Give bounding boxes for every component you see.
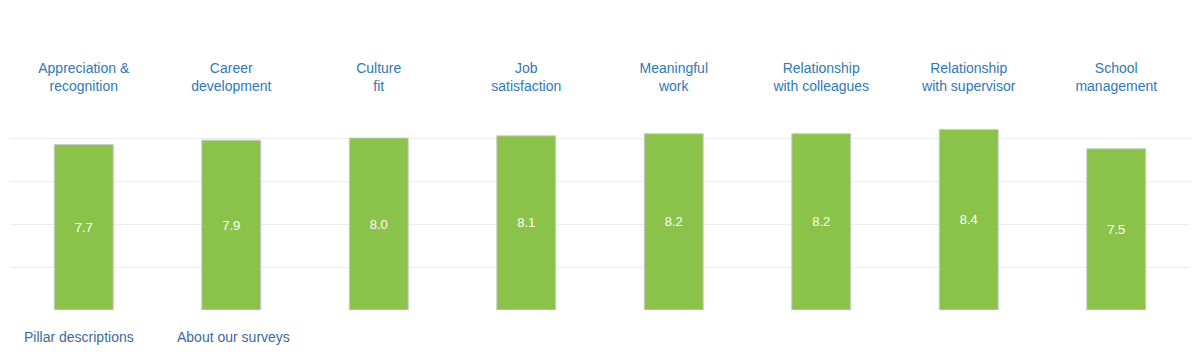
svg-text:Careerdevelopment: Careerdevelopment [191,60,271,94]
svg-text:Meaningfulwork: Meaningfulwork [640,60,709,94]
svg-text:Jobsatisfaction: Jobsatisfaction [491,60,561,94]
svg-text:Culturefit: Culturefit [356,60,401,94]
svg-text:7.7: 7.7 [75,220,93,235]
svg-text:7.9: 7.9 [222,218,240,233]
svg-text:8.0: 8.0 [370,217,388,232]
svg-text:8.1: 8.1 [517,215,535,230]
svg-text:Relationshipwith colleagues: Relationshipwith colleagues [772,60,869,94]
svg-text:8.4: 8.4 [960,212,978,227]
svg-text:7.5: 7.5 [1107,222,1125,237]
svg-text:8.2: 8.2 [812,214,830,229]
svg-text:Relationshipwith supervisor: Relationshipwith supervisor [921,60,1016,94]
svg-text:Appreciation &recognition: Appreciation &recognition [38,60,130,94]
svg-text:8.2: 8.2 [665,214,683,229]
svg-text:About our surveys: About our surveys [177,329,290,345]
svg-text:Pillar descriptions: Pillar descriptions [24,329,134,345]
svg-text:Schoolmanagement: Schoolmanagement [1075,60,1157,94]
